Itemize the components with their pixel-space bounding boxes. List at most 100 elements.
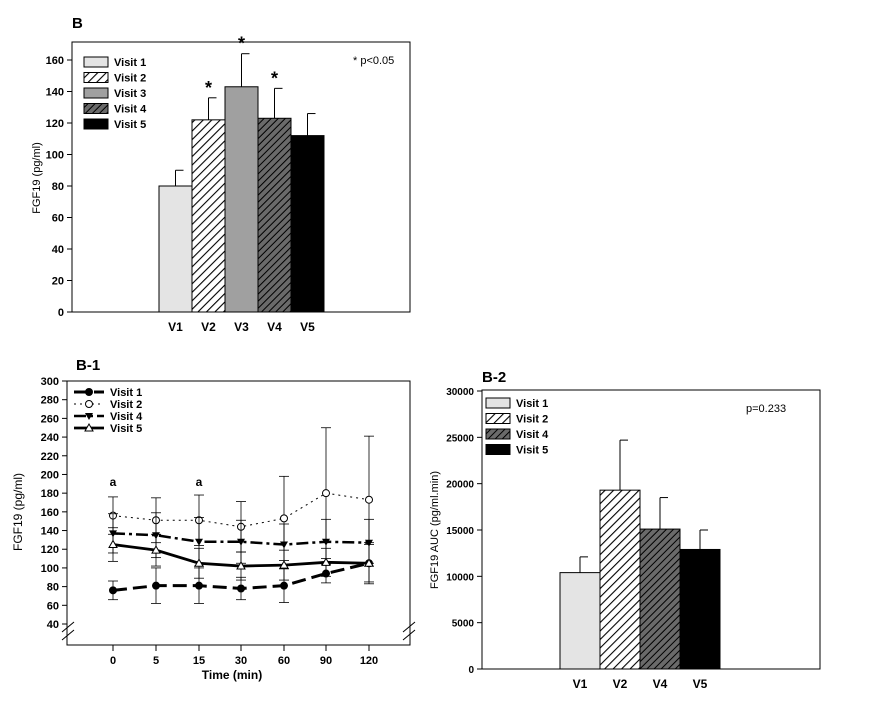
data-point xyxy=(85,413,93,420)
data-point xyxy=(280,541,288,549)
y-tick-label: 10000 xyxy=(446,572,474,583)
bar xyxy=(559,572,601,670)
x-tick-label: 0 xyxy=(110,655,116,667)
legend-swatch xyxy=(83,103,109,114)
data-point xyxy=(280,581,288,590)
legend-label: Visit 1 xyxy=(516,398,548,410)
legend-swatch xyxy=(83,56,109,68)
y-tick-label: 20000 xyxy=(446,480,474,491)
panel-b1-x-label: Time (min) xyxy=(202,668,262,682)
y-tick-label: 140 xyxy=(46,87,64,99)
category-label: V1 xyxy=(573,677,588,691)
panel-b1-frame xyxy=(66,380,411,646)
category-label: V2 xyxy=(201,320,216,334)
panel-b1-x-axis: 0 5 15 30 60 90 120 xyxy=(61,621,416,667)
y-tick-label: 60 xyxy=(52,213,64,225)
bar xyxy=(290,135,325,313)
annotation-label: a xyxy=(196,475,203,489)
panel-b1-label: B-1 xyxy=(76,357,100,374)
y-tick-label: 120 xyxy=(46,118,64,130)
panel-b-annotation: * p<0.05 xyxy=(353,55,394,67)
legend-label: Visit 5 xyxy=(114,119,146,131)
data-point xyxy=(109,586,117,595)
panel-b-y-axis: 0 20 40 60 80 100 120 140 160 xyxy=(46,55,72,319)
y-tick-label: 25000 xyxy=(446,433,474,444)
y-tick-label: 20 xyxy=(52,276,64,288)
legend-label: Visit 1 xyxy=(114,57,146,69)
bar xyxy=(599,489,641,670)
y-tick-label: 180 xyxy=(41,488,59,500)
bar xyxy=(679,548,721,670)
bar xyxy=(257,117,292,313)
bar xyxy=(191,119,226,313)
y-tick-label: 80 xyxy=(52,181,64,193)
panel-b2-legend: Visit 1 Visit 2 Visit 4 Visit 5 xyxy=(485,397,549,457)
y-tick-label: 40 xyxy=(52,244,64,256)
data-point xyxy=(237,584,245,593)
legend-swatch xyxy=(485,444,511,455)
data-point xyxy=(151,545,161,554)
panel-b2-label: B-2 xyxy=(482,369,506,386)
data-point xyxy=(237,538,245,546)
data-point xyxy=(195,538,203,546)
data-point xyxy=(195,581,203,590)
axis-break-mark xyxy=(61,621,75,633)
category-label: V1 xyxy=(168,320,183,334)
data-point xyxy=(365,495,373,504)
y-tick-label: 80 xyxy=(47,582,59,594)
data-point xyxy=(85,400,93,408)
legend-swatch xyxy=(83,72,109,83)
legend-swatch xyxy=(83,87,109,99)
x-tick-label: 5 xyxy=(153,655,159,667)
panel-b1-y-axis: 40 60 80 100 120 140 160 180 200 220 240 260 280 300 xyxy=(41,376,67,631)
y-tick-label: 100 xyxy=(46,150,64,162)
y-tick-label: 300 xyxy=(41,376,59,388)
category-label: V3 xyxy=(234,320,249,334)
data-point xyxy=(322,489,330,498)
x-tick-label: 30 xyxy=(235,655,247,667)
y-tick-label: 140 xyxy=(41,526,59,538)
legend-swatch xyxy=(485,428,511,440)
y-tick-label: 220 xyxy=(41,451,59,463)
panel-b1-y-label: FGF19 (pg/ml) xyxy=(11,473,25,551)
legend-label: Visit 2 xyxy=(114,73,146,85)
significance-marker: * xyxy=(238,34,245,54)
annotation-label: a xyxy=(110,475,117,489)
data-point xyxy=(236,561,246,570)
legend-label: Visit 3 xyxy=(114,88,146,100)
data-point xyxy=(364,558,374,567)
bar xyxy=(639,528,681,670)
y-tick-label: 280 xyxy=(41,395,59,407)
panel-b1: B-1 40 60 80 100 120 140 160 180 200 220 240 260 280… xyxy=(11,357,416,682)
y-tick-label: 160 xyxy=(46,55,64,67)
y-tick-label: 120 xyxy=(41,544,59,556)
legend-label: Visit 4 xyxy=(114,104,147,116)
data-point xyxy=(279,560,289,569)
x-tick-label: 60 xyxy=(278,655,290,667)
data-point xyxy=(321,557,331,566)
axis-break-mark xyxy=(61,629,75,641)
panel-b2-annotation: p=0.233 xyxy=(746,403,786,415)
data-point xyxy=(365,539,373,547)
y-tick-label: 100 xyxy=(41,563,59,575)
y-tick-label: 0 xyxy=(468,665,474,676)
data-point xyxy=(108,539,118,549)
series-visit-5 xyxy=(108,527,374,583)
legend-swatch xyxy=(83,118,109,130)
legend-label: Visit 2 xyxy=(516,414,548,426)
panel-b2-y-label: FGF19 AUC (pg/ml.min) xyxy=(429,471,441,589)
category-label: V5 xyxy=(693,677,708,691)
y-tick-label: 60 xyxy=(47,600,59,612)
y-tick-label: 30000 xyxy=(446,387,474,398)
y-tick-label: 40 xyxy=(47,619,59,631)
data-point xyxy=(152,581,160,590)
panel-b: B 0 20 40 60 80 100 120 140 160 FGF19 (pg/ml) V1… xyxy=(31,15,411,334)
data-point xyxy=(322,538,330,546)
data-point xyxy=(85,388,93,396)
legend-label: Visit 4 xyxy=(516,429,549,441)
y-tick-label: 160 xyxy=(41,507,59,519)
data-point xyxy=(84,422,94,432)
